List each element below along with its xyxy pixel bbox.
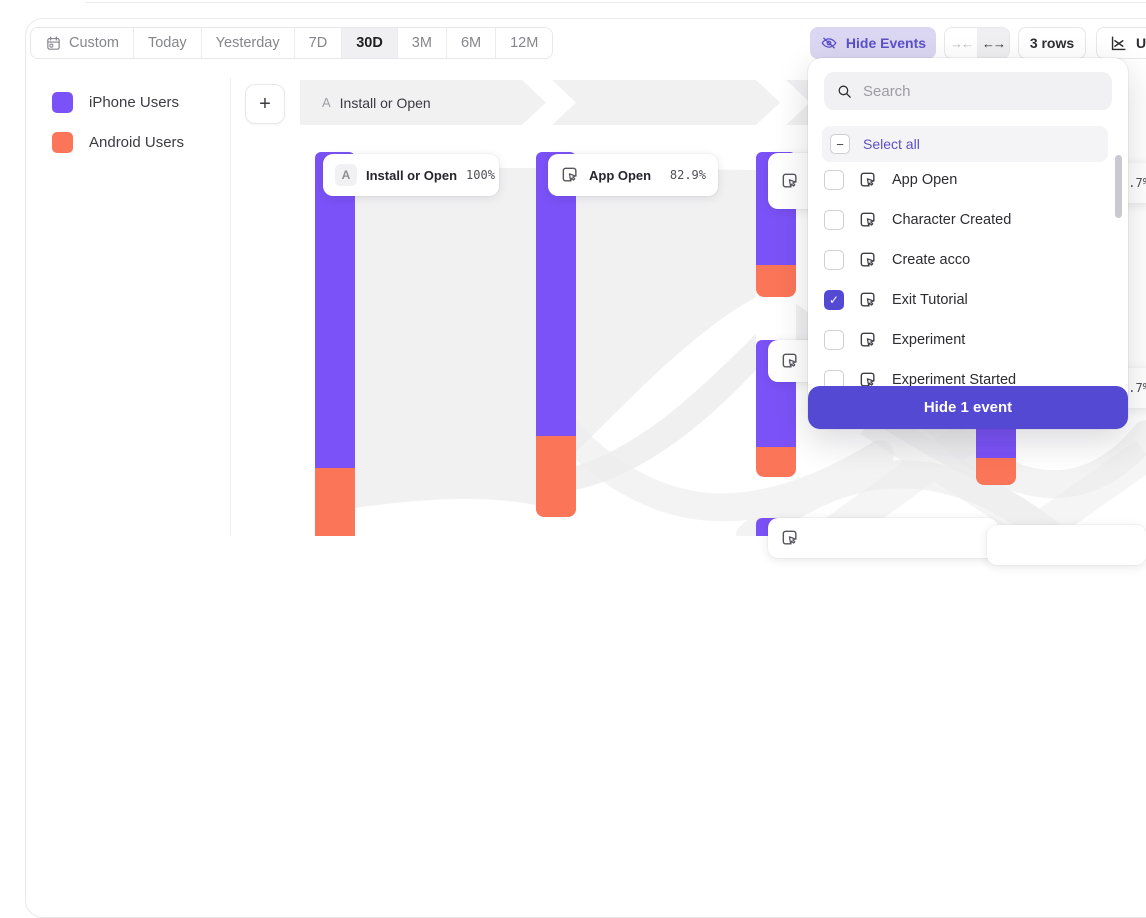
dropdown-scrollbar-thumb[interactable] <box>1115 155 1122 218</box>
event-row-exit-tutorial[interactable]: ✓ Exit Tutorial <box>808 280 1108 320</box>
event-icon <box>858 250 878 270</box>
dropdown-search <box>824 72 1112 110</box>
checkbox[interactable] <box>824 210 844 230</box>
step-card-partial-4[interactable] <box>987 525 1146 565</box>
event-icon <box>858 290 878 310</box>
event-icon <box>560 165 580 185</box>
collapse-icon: →← <box>950 35 974 51</box>
date-range-12m[interactable]: 12M <box>495 28 553 58</box>
date-range-3m[interactable]: 3M <box>396 28 446 58</box>
select-all-checkbox[interactable]: − <box>830 134 850 154</box>
date-range-30d[interactable]: 30D <box>341 28 397 58</box>
checkbox[interactable] <box>824 170 844 190</box>
funnel-step-chevron-2[interactable] <box>552 80 780 125</box>
event-row-create-acco[interactable]: Create acco <box>808 240 1108 280</box>
rows-button[interactable]: 3 rows <box>1018 27 1086 59</box>
date-range-today[interactable]: Today <box>132 28 201 58</box>
bar-step3b-android[interactable] <box>756 447 796 477</box>
legend-item-iphone-users[interactable]: iPhone Users <box>52 91 179 113</box>
hide-event-button[interactable]: Hide 1 event <box>808 386 1128 429</box>
top-divider <box>85 2 1146 3</box>
hide-events-button[interactable]: Hide Events <box>810 27 936 59</box>
funnel-step-chevron-1[interactable]: A Install or Open <box>300 80 546 125</box>
users-trend-button[interactable]: U <box>1096 27 1146 59</box>
checkbox[interactable] <box>824 330 844 350</box>
legend-item-android-users[interactable]: Android Users <box>52 131 184 153</box>
checkbox-checked[interactable]: ✓ <box>824 290 844 310</box>
bar-step3a-android[interactable] <box>756 265 796 297</box>
step-letter: A <box>322 95 331 110</box>
bar-step1-android[interactable] <box>315 468 355 536</box>
step-card-partial-3[interactable] <box>768 518 998 558</box>
hide-events-dropdown: − Select all App Open Character Created … <box>808 58 1128 429</box>
add-step-button[interactable]: + <box>245 84 285 124</box>
eye-off-icon <box>820 34 838 52</box>
search-icon <box>836 83 853 100</box>
iphone-users-swatch <box>52 91 73 113</box>
date-range-custom[interactable]: Custom <box>31 28 133 58</box>
column-width-control: →← ←→ <box>944 27 1010 59</box>
event-icon <box>858 330 878 350</box>
bar-step4-android[interactable] <box>976 458 1016 485</box>
event-icon <box>780 171 800 191</box>
event-icon <box>780 528 800 548</box>
date-range-7d[interactable]: 7D <box>293 28 342 58</box>
bar-step1-iphone[interactable] <box>315 152 355 468</box>
event-row-experiment[interactable]: Experiment <box>808 320 1108 360</box>
trend-chart-icon <box>1109 34 1128 53</box>
event-icon <box>858 170 878 190</box>
android-users-swatch <box>52 131 73 153</box>
event-icon <box>780 351 800 371</box>
event-row-character-created[interactable]: Character Created <box>808 200 1108 240</box>
date-range-group: Custom Today Yesterday 7D 30D 3M 6M 12M <box>30 27 554 59</box>
event-row-app-open[interactable]: App Open <box>808 160 1108 200</box>
step-card-install-or-open[interactable]: A Install or Open 100% <box>323 154 499 196</box>
expand-icon: ←→ <box>982 35 1006 51</box>
calendar-icon <box>45 35 62 52</box>
date-range-yesterday[interactable]: Yesterday <box>200 28 294 58</box>
expand-columns-button[interactable]: ←→ <box>977 28 1009 58</box>
step-card-app-open[interactable]: App Open 82.9% <box>548 154 718 196</box>
collapse-columns-button[interactable]: →← <box>945 28 977 58</box>
date-range-6m[interactable]: 6M <box>445 28 496 58</box>
date-range-label: Custom <box>69 35 119 51</box>
letter-a-icon: A <box>335 164 357 186</box>
event-row-experiment-started[interactable]: Experiment Started <box>808 360 1108 400</box>
sidebar-divider <box>230 78 231 536</box>
bar-step4-iphone[interactable] <box>976 425 1016 458</box>
event-icon <box>858 210 878 230</box>
bar-step2-iphone[interactable] <box>536 152 576 436</box>
search-input[interactable] <box>863 82 1100 100</box>
select-all-row[interactable]: − Select all <box>822 126 1108 162</box>
bar-step2-android[interactable] <box>536 436 576 517</box>
checkbox[interactable] <box>824 250 844 270</box>
